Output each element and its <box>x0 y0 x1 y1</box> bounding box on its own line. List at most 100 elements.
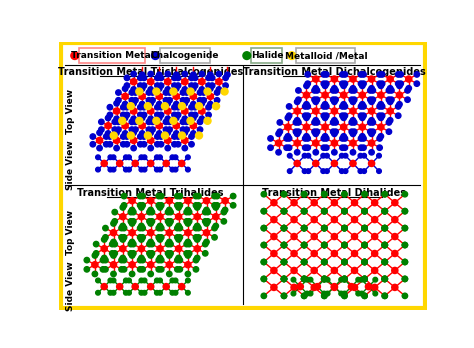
Circle shape <box>324 81 329 86</box>
Circle shape <box>120 142 126 147</box>
Circle shape <box>361 72 366 77</box>
Circle shape <box>164 137 171 143</box>
Circle shape <box>147 137 154 143</box>
Circle shape <box>362 276 367 282</box>
Circle shape <box>147 108 154 114</box>
Circle shape <box>395 104 401 109</box>
Circle shape <box>368 140 374 146</box>
Circle shape <box>382 242 387 248</box>
Circle shape <box>301 208 307 214</box>
Circle shape <box>291 251 297 256</box>
Circle shape <box>174 235 180 240</box>
Circle shape <box>163 97 169 103</box>
Circle shape <box>311 251 317 256</box>
Circle shape <box>321 104 327 109</box>
Circle shape <box>277 129 283 134</box>
Circle shape <box>152 52 159 60</box>
Circle shape <box>139 86 145 92</box>
Circle shape <box>174 226 180 231</box>
Circle shape <box>189 104 194 110</box>
Circle shape <box>165 130 171 135</box>
Circle shape <box>324 104 329 109</box>
Circle shape <box>156 86 162 92</box>
Circle shape <box>213 223 219 229</box>
Circle shape <box>185 198 191 204</box>
Circle shape <box>362 276 367 282</box>
Circle shape <box>120 255 126 261</box>
Circle shape <box>122 93 128 100</box>
Circle shape <box>165 209 171 215</box>
Circle shape <box>342 291 347 296</box>
Text: Transition Metal: Transition Metal <box>71 51 154 60</box>
Circle shape <box>306 169 310 173</box>
Circle shape <box>110 230 117 236</box>
Circle shape <box>148 130 154 135</box>
Circle shape <box>137 267 143 272</box>
Circle shape <box>108 278 113 283</box>
Circle shape <box>153 88 160 95</box>
Circle shape <box>382 208 387 214</box>
Circle shape <box>362 259 367 265</box>
Circle shape <box>156 122 162 129</box>
Circle shape <box>129 230 135 236</box>
Circle shape <box>141 112 146 118</box>
Circle shape <box>261 226 266 231</box>
Circle shape <box>113 137 120 143</box>
Text: Halide: Halide <box>251 51 283 60</box>
Circle shape <box>305 81 310 86</box>
Circle shape <box>402 293 408 299</box>
Circle shape <box>321 72 327 77</box>
Circle shape <box>103 235 108 240</box>
Circle shape <box>96 167 100 172</box>
Circle shape <box>398 72 403 77</box>
Circle shape <box>302 113 308 118</box>
Circle shape <box>96 278 100 283</box>
Circle shape <box>111 221 116 226</box>
Circle shape <box>137 75 143 81</box>
Circle shape <box>333 120 338 125</box>
Circle shape <box>204 239 209 245</box>
Circle shape <box>158 83 164 88</box>
Circle shape <box>281 242 287 248</box>
Circle shape <box>139 93 145 100</box>
Circle shape <box>406 86 411 91</box>
Circle shape <box>321 259 327 265</box>
Circle shape <box>321 293 327 299</box>
Circle shape <box>147 284 154 290</box>
Circle shape <box>162 132 168 139</box>
Circle shape <box>301 276 307 282</box>
Circle shape <box>339 291 344 296</box>
Circle shape <box>177 203 182 208</box>
Circle shape <box>156 193 162 199</box>
Circle shape <box>377 72 383 77</box>
Circle shape <box>124 142 130 147</box>
Circle shape <box>362 208 367 214</box>
Circle shape <box>321 242 327 248</box>
Circle shape <box>174 267 180 272</box>
Circle shape <box>177 235 182 240</box>
Circle shape <box>276 150 281 155</box>
Circle shape <box>377 104 383 109</box>
Circle shape <box>157 223 163 229</box>
Circle shape <box>109 251 115 256</box>
Circle shape <box>140 235 146 240</box>
Circle shape <box>194 205 200 210</box>
Circle shape <box>124 134 130 139</box>
Circle shape <box>99 119 104 125</box>
Circle shape <box>196 193 201 199</box>
Circle shape <box>170 167 175 172</box>
Circle shape <box>140 258 146 263</box>
Circle shape <box>362 242 367 248</box>
Circle shape <box>158 112 164 118</box>
Circle shape <box>103 267 108 272</box>
Circle shape <box>177 193 182 199</box>
Circle shape <box>331 284 337 291</box>
Circle shape <box>382 293 387 299</box>
Circle shape <box>340 81 345 86</box>
Circle shape <box>184 127 189 132</box>
Circle shape <box>268 136 273 141</box>
Circle shape <box>203 230 210 236</box>
Circle shape <box>139 255 144 261</box>
Circle shape <box>141 142 146 147</box>
Circle shape <box>191 72 196 78</box>
